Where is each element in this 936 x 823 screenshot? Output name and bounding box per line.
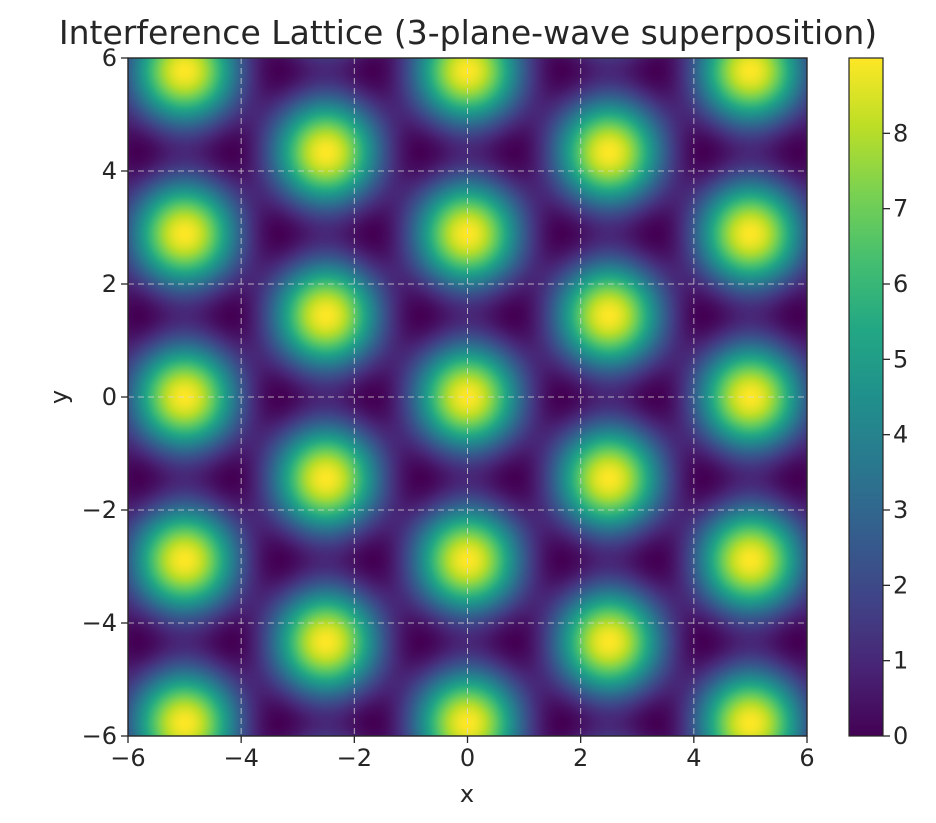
- y-tick-label: 0: [102, 383, 117, 411]
- x-tick-label: 6: [799, 744, 814, 772]
- colorbar-tick-label: 2: [893, 571, 908, 599]
- colorbar: 0 1 2 3 4 5 6 7 8: [848, 57, 908, 750]
- colorbar-gradient: [849, 58, 883, 736]
- colorbar-tick-label: 1: [893, 647, 908, 675]
- x-tick-label: 2: [573, 744, 588, 772]
- y-tick-label: 4: [102, 157, 117, 185]
- y-tick-label: 2: [102, 270, 117, 298]
- colorbar-tick-label: 8: [893, 119, 908, 147]
- colorbar-tick-label: 0: [893, 722, 908, 750]
- x-tick-label: 4: [686, 744, 701, 772]
- y-tick-label: 6: [102, 44, 117, 72]
- colorbar-tick-label: 6: [893, 270, 908, 298]
- chart-title: Interference Lattice (3-plane-wave super…: [59, 13, 877, 52]
- y-axis: −6 −4 −2 0 2 4 6: [82, 44, 128, 750]
- x-tick-label: −6: [110, 744, 145, 772]
- colorbar-frame: [848, 57, 884, 737]
- y-tick-label: −2: [82, 496, 117, 524]
- y-tick-label: −4: [82, 609, 117, 637]
- plot-area: [127, 57, 808, 737]
- colorbar-ticks: 0 1 2 3 4 5 6 7 8: [883, 119, 908, 750]
- x-tick-label: −2: [337, 744, 372, 772]
- x-axis: −6 −4 −2 0 2 4 6: [110, 736, 815, 772]
- y-tick-label: −6: [82, 722, 117, 750]
- x-axis-label: x: [460, 780, 474, 808]
- colorbar-tick-label: 4: [893, 421, 908, 449]
- colorbar-tick-label: 5: [893, 345, 908, 373]
- x-tick-label: 0: [460, 744, 475, 772]
- x-tick-label: −4: [223, 744, 258, 772]
- colorbar-tick-label: 3: [893, 496, 908, 524]
- colorbar-tick-label: 7: [893, 195, 908, 223]
- y-axis-label: y: [45, 390, 73, 404]
